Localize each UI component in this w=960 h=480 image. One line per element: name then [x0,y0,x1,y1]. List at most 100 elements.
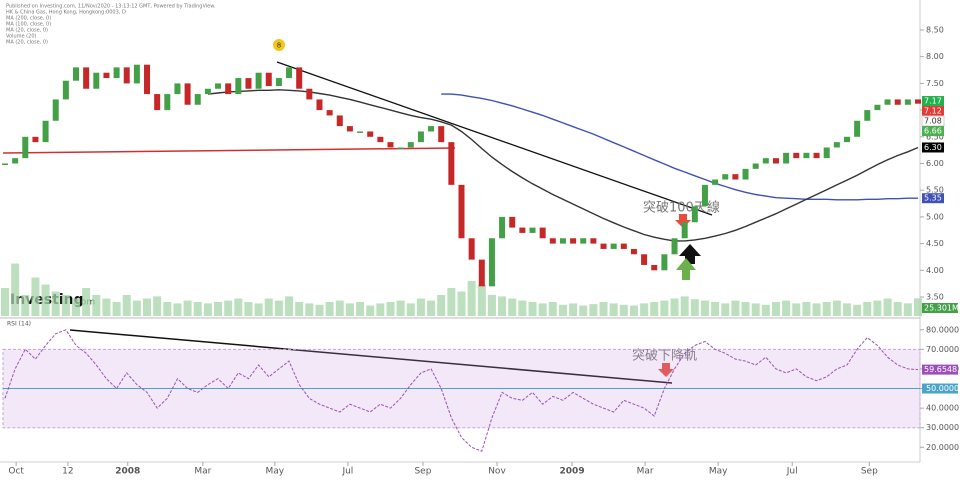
y-tick-label: 80.0000 [926,325,959,334]
candle [499,216,506,239]
volume-bar [508,298,517,316]
candle [641,254,648,265]
candle [52,99,59,121]
volume-bar [21,295,30,316]
candle [833,142,840,148]
annotation: 突破100天線 [643,200,720,216]
volume-bar [609,303,618,316]
volume-badge [922,303,958,313]
candle [346,126,353,132]
volume-bar [832,300,841,316]
y-tick-label: 7.50 [926,79,944,88]
volume-bar [264,298,273,316]
up-arrow [676,258,696,280]
y-tick-label: 20.0000 [926,443,959,452]
candle [722,174,729,180]
candle [580,238,587,244]
x-tick-label: Mar [194,467,211,477]
volume-bar [214,302,223,316]
candle [32,136,39,143]
volume-bar [193,302,202,316]
volume-bar [599,302,608,316]
volume-bar [629,305,638,316]
volume-bar [376,303,385,316]
y-tick-label: 5.50 [926,186,944,195]
x-tick-label: 2009 [560,467,585,477]
candle [428,126,435,132]
volume-bar [143,298,152,316]
candle [590,238,597,244]
volume-bar [305,303,314,316]
candle [742,168,749,180]
volume-bar [873,300,882,316]
candle [864,110,871,121]
candle [367,131,374,137]
candle [732,174,739,180]
volume-bar [274,300,283,316]
volume-bar [325,302,334,316]
candle [438,126,445,143]
candle [793,152,800,159]
candle [448,142,455,185]
volume-bar [619,304,628,316]
volume-bar [721,303,730,316]
candle [306,88,313,100]
volume-bar [903,303,912,316]
candle [103,72,110,79]
moving-average [207,89,919,242]
candle [559,238,566,244]
volume-bar [132,300,141,316]
candle [468,238,475,260]
volume-bar [498,296,507,316]
volume-bar [477,284,486,316]
price-badge-label: 6.30 [924,143,942,152]
x-tick-label: May [709,467,728,477]
candle [570,238,577,244]
candle [215,83,222,89]
candle [316,99,323,111]
legend-item: MA (20, close, 0) [6,40,48,46]
volume-bar [122,295,131,316]
candle [113,67,120,79]
volume-bar [82,288,91,316]
y-tick-label: 30.0000 [926,423,959,432]
volume-bar [335,300,344,316]
volume-bar [853,304,862,316]
price-badge [922,193,944,204]
candle [600,243,607,249]
candle [894,99,901,105]
volume-bar [782,300,791,316]
candle [529,227,536,233]
candle [326,110,333,116]
y-tick-label: 5.00 [926,212,944,221]
candle [73,67,80,81]
down-arrow [675,214,691,228]
volume-bar [842,303,851,316]
volume-bar [1,288,9,316]
candle [549,238,556,244]
volume-bar [579,305,588,316]
candle [245,78,252,89]
candle [194,94,201,105]
volume-bar [366,305,375,316]
volume-bar [31,277,40,316]
candle [154,94,161,111]
candle [133,64,140,84]
volume-bar [812,303,821,316]
candle [164,94,171,111]
volume-bar [345,303,354,316]
candle [823,147,830,159]
volume-bar [660,300,669,316]
y-tick-label: 40.0000 [926,404,959,413]
candle [610,243,617,249]
y-tick-label: 6.00 [926,159,944,168]
rsi-last-label: 59.6548 [924,365,957,374]
volume-bar [447,288,456,316]
candle [843,136,850,143]
candle [336,115,343,127]
volume-bar [203,303,212,316]
volume-bar [731,300,740,316]
candle [123,67,130,84]
